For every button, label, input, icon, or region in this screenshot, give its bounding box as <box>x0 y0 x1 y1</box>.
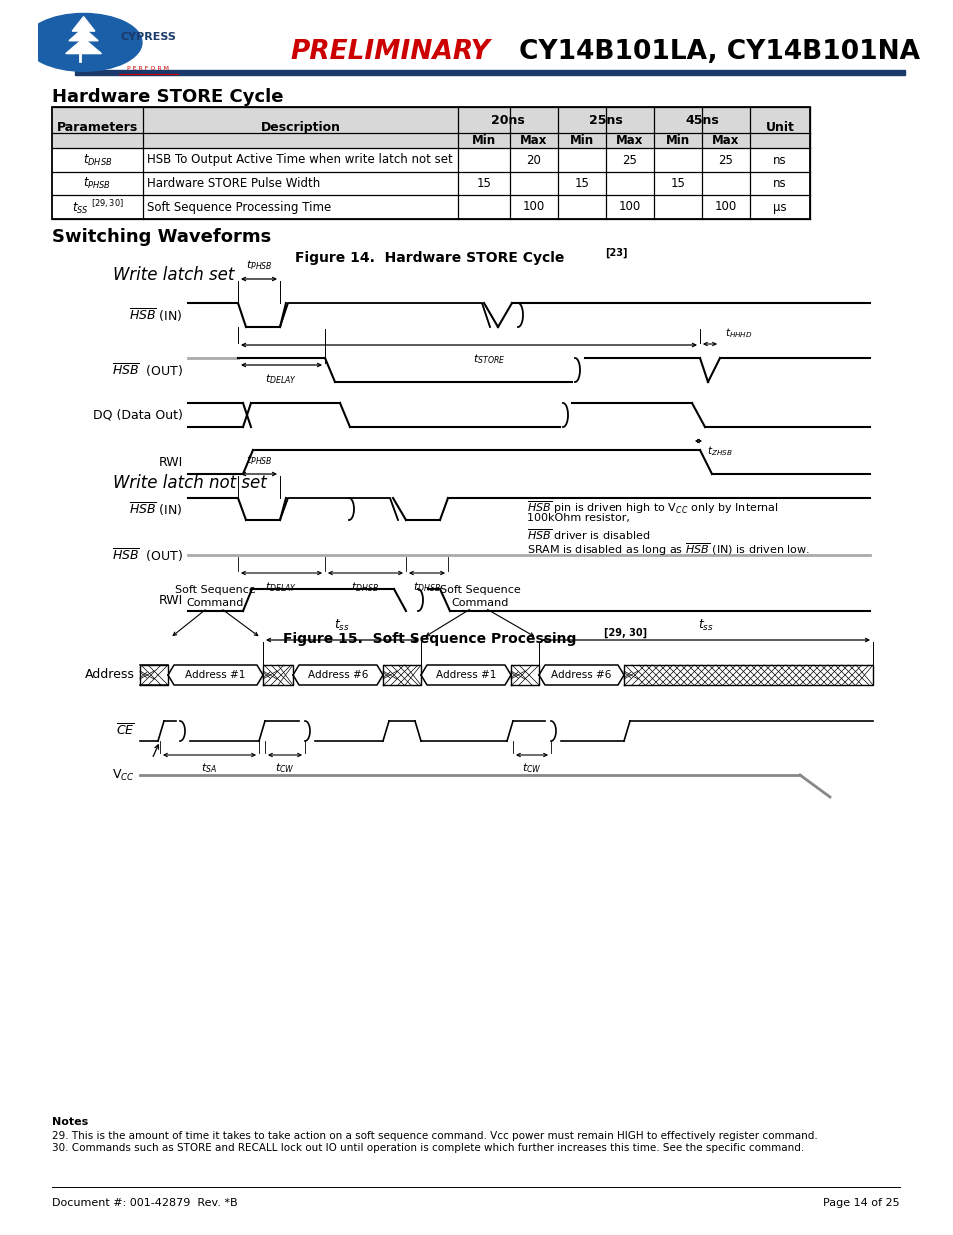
Text: Notes: Notes <box>52 1116 89 1128</box>
Text: Address #6: Address #6 <box>308 671 368 680</box>
Text: Hardware STORE Cycle: Hardware STORE Cycle <box>52 88 283 106</box>
Text: Parameters: Parameters <box>57 121 138 135</box>
Text: $\overline{HSB}$ pin is driven high to V$_{CC}$ only by Internal: $\overline{HSB}$ pin is driven high to V… <box>526 499 778 516</box>
Text: 15: 15 <box>574 177 589 190</box>
Text: $\overline{CE}$: $\overline{CE}$ <box>116 724 135 739</box>
Text: HSB To Output Active Time when write latch not set: HSB To Output Active Time when write lat… <box>147 153 453 167</box>
Text: Description: Description <box>260 121 340 135</box>
Text: $t_{ZHSB}$: $t_{ZHSB}$ <box>706 445 732 458</box>
Text: CYPRESS: CYPRESS <box>120 32 176 42</box>
Text: 29. This is the amount of time it takes to take action on a soft sequence comman: 29. This is the amount of time it takes … <box>52 1131 817 1141</box>
Text: $t_{CW}$: $t_{CW}$ <box>274 761 294 774</box>
Text: RWI: RWI <box>158 594 183 606</box>
Text: $t_{DELAY}$: $t_{DELAY}$ <box>265 372 297 385</box>
Polygon shape <box>69 28 98 41</box>
Text: $t_{DHSB}$: $t_{DHSB}$ <box>83 152 112 168</box>
Text: 100kOhm resistor,: 100kOhm resistor, <box>526 513 629 522</box>
Text: 20ns: 20ns <box>491 114 524 126</box>
Text: 25: 25 <box>718 153 733 167</box>
Text: Max: Max <box>712 135 739 147</box>
Text: $t_{HHHD}$: $t_{HHHD}$ <box>724 326 752 340</box>
Text: 25ns: 25ns <box>589 114 622 126</box>
Text: $t_{ss}$: $t_{ss}$ <box>334 618 350 634</box>
Polygon shape <box>72 16 95 31</box>
Polygon shape <box>382 664 420 685</box>
Text: Address #1: Address #1 <box>185 671 246 680</box>
Text: Write latch set: Write latch set <box>112 266 234 284</box>
Polygon shape <box>263 664 293 685</box>
Text: $t_{ss}$: $t_{ss}$ <box>698 618 713 634</box>
Text: PRELIMINARY: PRELIMINARY <box>290 40 490 65</box>
Text: Soft Sequence Processing Time: Soft Sequence Processing Time <box>147 200 331 214</box>
Text: 45ns: 45ns <box>684 114 719 126</box>
Text: SRAM is disabled as long as $\overline{HSB}$ (IN) is driven low.: SRAM is disabled as long as $\overline{H… <box>526 541 809 558</box>
Text: $t_{PHSB}$: $t_{PHSB}$ <box>83 175 112 191</box>
Text: Min: Min <box>665 135 689 147</box>
Polygon shape <box>140 664 168 685</box>
Text: $t_{SA}$: $t_{SA}$ <box>201 761 217 774</box>
Text: $\overline{HSB}$ driver is disabled: $\overline{HSB}$ driver is disabled <box>526 527 650 542</box>
Text: μs: μs <box>772 200 786 214</box>
Text: 100: 100 <box>714 200 737 214</box>
Text: RWI: RWI <box>158 456 183 468</box>
Text: Command: Command <box>451 598 508 608</box>
Text: Figure 15.  Soft Sequence Processing: Figure 15. Soft Sequence Processing <box>283 632 576 646</box>
Text: DQ (Data Out): DQ (Data Out) <box>93 409 183 421</box>
Text: ns: ns <box>772 153 786 167</box>
Text: 100: 100 <box>618 200 640 214</box>
Text: $t_{SS}$ $^{[29, 30]}$: $t_{SS}$ $^{[29, 30]}$ <box>71 198 123 216</box>
Text: Max: Max <box>519 135 547 147</box>
Text: $t_{DHSB}$: $t_{DHSB}$ <box>413 580 440 594</box>
Text: 20: 20 <box>526 153 541 167</box>
Text: 25: 25 <box>622 153 637 167</box>
Text: V$_{CC}$: V$_{CC}$ <box>112 767 135 783</box>
Text: Document #: 001-42879  Rev. *B: Document #: 001-42879 Rev. *B <box>52 1198 237 1208</box>
Text: Figure 14.  Hardware STORE Cycle: Figure 14. Hardware STORE Cycle <box>295 251 564 266</box>
Text: $\overline{HSB}$  (OUT): $\overline{HSB}$ (OUT) <box>112 362 183 379</box>
Text: Min: Min <box>569 135 594 147</box>
Text: 15: 15 <box>670 177 684 190</box>
Text: $\overline{HSB}$  (OUT): $\overline{HSB}$ (OUT) <box>112 546 183 563</box>
Text: $\overline{HSB}$ (IN): $\overline{HSB}$ (IN) <box>130 500 183 517</box>
Text: Hardware STORE Pulse Width: Hardware STORE Pulse Width <box>147 177 320 190</box>
Polygon shape <box>511 664 538 685</box>
Text: 15: 15 <box>476 177 491 190</box>
Text: Command: Command <box>187 598 244 608</box>
Text: Max: Max <box>616 135 643 147</box>
Polygon shape <box>66 38 101 53</box>
Text: 100: 100 <box>522 200 544 214</box>
Text: $t_{CW}$: $t_{CW}$ <box>521 761 541 774</box>
Text: Address #6: Address #6 <box>551 671 611 680</box>
Polygon shape <box>280 498 397 520</box>
Bar <box>52 107 809 148</box>
Text: Min: Min <box>472 135 496 147</box>
Text: Switching Waveforms: Switching Waveforms <box>52 228 271 246</box>
Text: Address: Address <box>85 668 135 682</box>
Bar <box>75 70 904 75</box>
Circle shape <box>25 14 142 72</box>
Text: $t_{DELAY}$: $t_{DELAY}$ <box>265 580 297 594</box>
Text: 30. Commands such as STORE and RECALL lock out IO until operation is complete wh: 30. Commands such as STORE and RECALL lo… <box>52 1144 803 1153</box>
Text: Write latch not set: Write latch not set <box>112 474 267 492</box>
Text: [29, 30]: [29, 30] <box>603 627 646 638</box>
Polygon shape <box>280 303 490 327</box>
Text: $t_{PHSB}$: $t_{PHSB}$ <box>245 453 272 467</box>
Text: Page 14 of 25: Page 14 of 25 <box>822 1198 899 1208</box>
Bar <box>52 107 809 219</box>
Text: $t_{STORE}$: $t_{STORE}$ <box>473 352 505 366</box>
Text: Address #1: Address #1 <box>436 671 496 680</box>
Text: Unit: Unit <box>764 121 794 135</box>
Text: P E R F O R M: P E R F O R M <box>128 67 170 72</box>
Polygon shape <box>623 664 872 685</box>
Text: CY14B101LA, CY14B101NA: CY14B101LA, CY14B101NA <box>519 40 920 65</box>
Text: $\overline{HSB}$ (IN): $\overline{HSB}$ (IN) <box>130 306 183 324</box>
Text: $t_{DHSB}$: $t_{DHSB}$ <box>351 580 379 594</box>
Text: ns: ns <box>772 177 786 190</box>
Text: Soft Sequence: Soft Sequence <box>175 585 255 595</box>
Text: [23]: [23] <box>604 248 627 258</box>
Text: $t_{PHSB}$: $t_{PHSB}$ <box>245 258 272 272</box>
Text: Soft Sequence: Soft Sequence <box>439 585 519 595</box>
